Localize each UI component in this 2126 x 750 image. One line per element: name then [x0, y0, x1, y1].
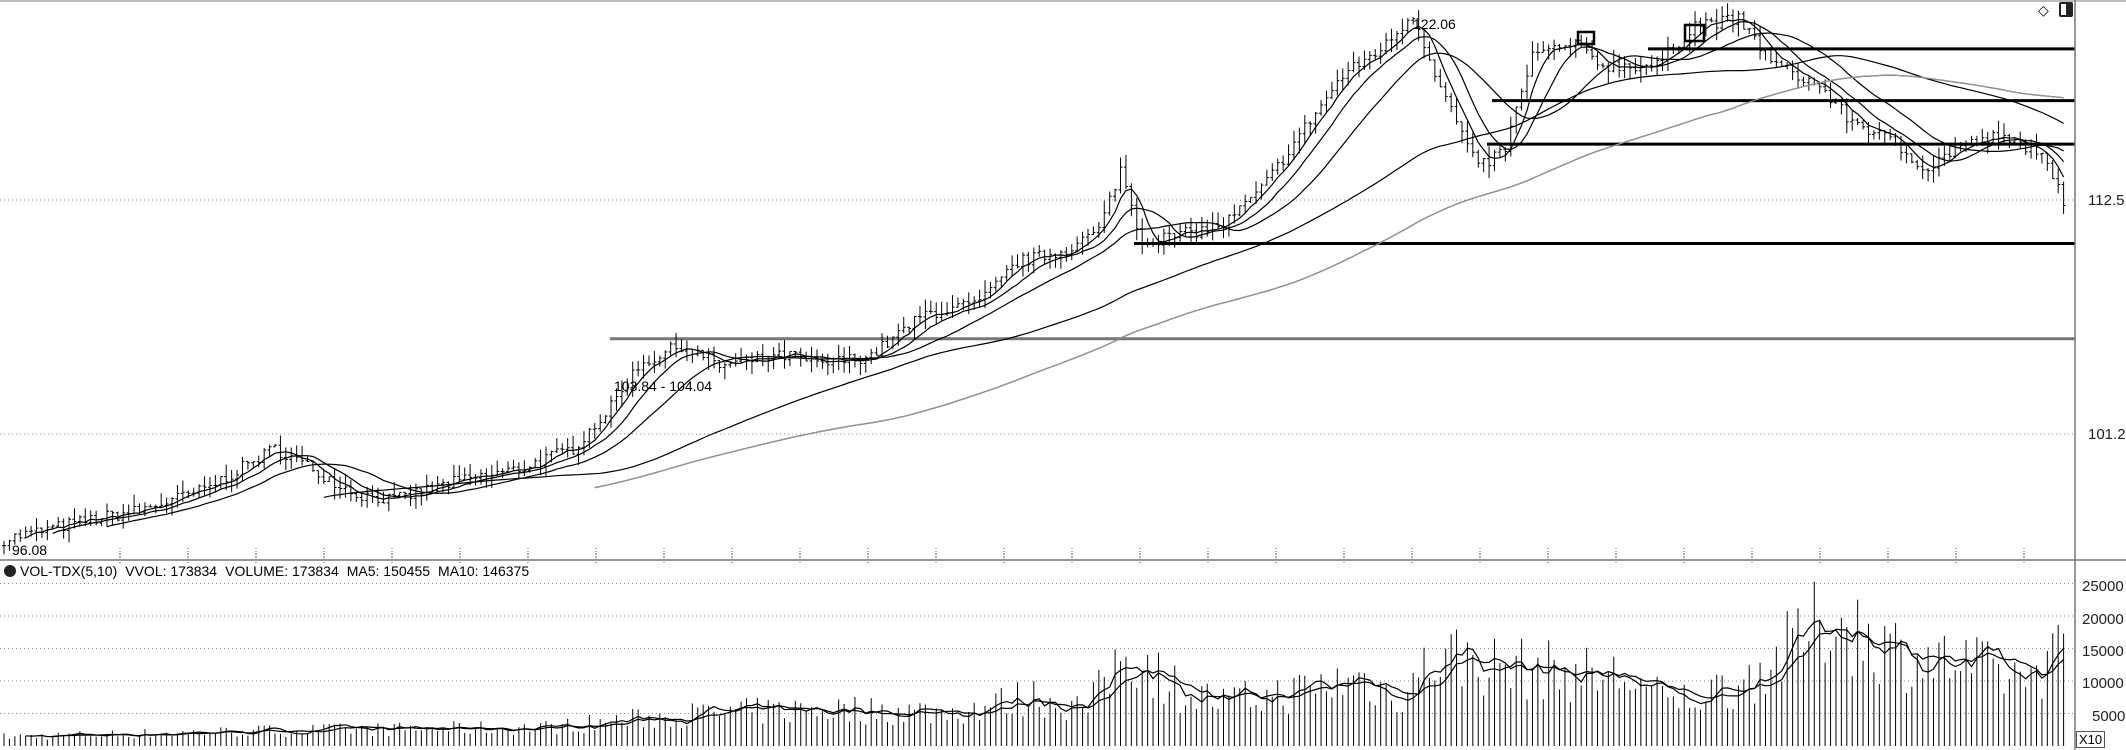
top-right-toolbar: ◇	[2038, 2, 2073, 19]
zone-label: 103.84 - 104.04	[614, 378, 712, 394]
volume-tick: 15000	[2082, 643, 2124, 660]
ma60-line	[323, 55, 2064, 498]
horizontal-levels[interactable]	[610, 47, 2075, 341]
ma5-line	[25, 18, 2065, 539]
ma10-value: MA10: 146375	[438, 563, 530, 579]
vvol-value: VVOL: 173834	[125, 563, 218, 579]
high-price-label: 122.06	[1413, 16, 1456, 32]
volume-bars	[3, 581, 2065, 746]
volume-multiplier: X10	[2076, 731, 2106, 748]
volume-ma10-line	[52, 628, 2064, 737]
moving-average-lines	[25, 18, 2065, 539]
diamond-icon[interactable]: ◇	[2038, 2, 2049, 18]
indicator-name[interactable]: VOL-TDX(5,10)	[20, 563, 118, 579]
ma20-line	[106, 32, 2064, 528]
ma250-line	[594, 74, 2064, 489]
volume-tick: 10000	[2082, 675, 2124, 692]
volume-tick: 20000	[2082, 611, 2124, 628]
volume-value: VOLUME: 173834	[225, 563, 339, 579]
price-tick: 101.2	[2088, 426, 2126, 443]
volume-tick: 5000	[2092, 708, 2125, 725]
ma10-line	[52, 20, 2065, 534]
volume-ma5-line	[25, 619, 2065, 738]
ma5-value: MA5: 150455	[346, 563, 431, 579]
marker-box[interactable]	[1683, 23, 1706, 43]
ma120-line	[594, 74, 2064, 489]
marker-box[interactable]	[1576, 30, 1596, 46]
panel-toggle-icon[interactable]	[2058, 2, 2073, 17]
volume-ma-lines	[25, 619, 2065, 738]
low-price-label: 96.08	[12, 542, 47, 558]
price-tick: 112.5	[2088, 192, 2124, 209]
price-bars	[2, 3, 2066, 555]
volume-indicator-header: VOL-TDX(5,10) VVOL: 173834 VOLUME: 17383…	[4, 563, 533, 579]
indicator-menu-icon[interactable]	[4, 565, 16, 577]
volume-tick: 25000	[2082, 578, 2124, 595]
